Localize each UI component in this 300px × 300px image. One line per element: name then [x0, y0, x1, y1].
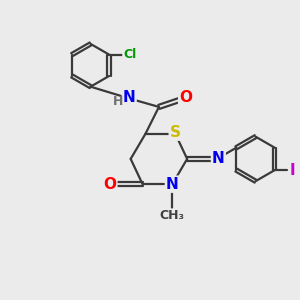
Text: N: N — [212, 152, 225, 166]
Text: CH₃: CH₃ — [160, 209, 185, 222]
Text: H: H — [113, 95, 123, 108]
Text: O: O — [103, 177, 116, 192]
Text: N: N — [123, 90, 136, 105]
Text: I: I — [290, 163, 296, 178]
Text: O: O — [179, 90, 192, 105]
Text: Cl: Cl — [123, 48, 136, 61]
Text: N: N — [166, 177, 179, 192]
Text: S: S — [170, 125, 181, 140]
